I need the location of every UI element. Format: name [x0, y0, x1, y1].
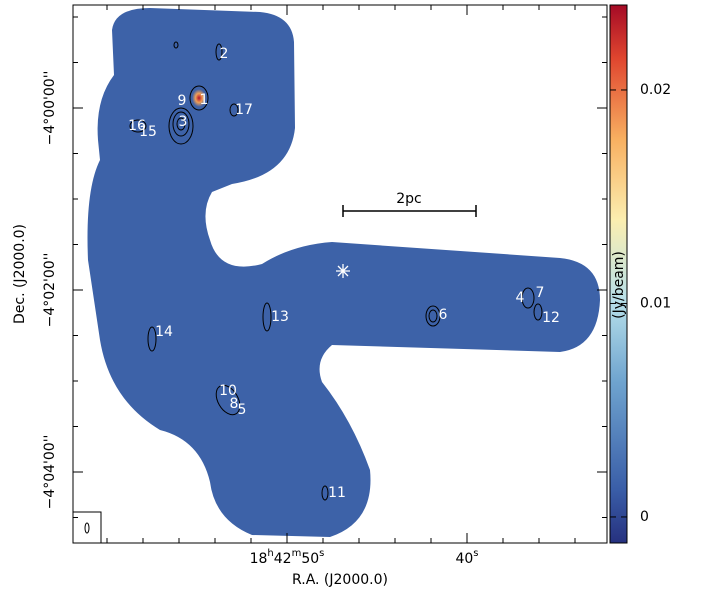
source-label: 6	[439, 307, 448, 323]
source-label: 9	[178, 93, 187, 109]
page: {"chart_data":{"type":"map", "xlabel":"R…	[0, 0, 702, 593]
y-tick-label: −4°00'00''	[42, 71, 58, 146]
x-tick-label-part: 42	[274, 551, 292, 567]
x-tick-label-part: s	[319, 548, 324, 559]
source-label: 2	[220, 46, 229, 62]
beam-box	[73, 512, 101, 543]
source-label: 14	[155, 324, 173, 340]
x-axis-label: R.A. (J2000.0)	[292, 572, 388, 588]
source-label: 11	[328, 485, 346, 501]
source-label: 10	[219, 383, 237, 399]
y-tick-label: −4°02'00''	[42, 253, 58, 328]
source-label: 3	[179, 114, 188, 130]
source-label: 17	[235, 102, 253, 118]
scale-bar-label: 2pc	[396, 191, 422, 207]
figure: 2pc (Jy/beam) R.A. (J2000.0) Dec. (J2000…	[0, 0, 702, 593]
colorbar-label: (Jy/beam)	[611, 251, 627, 319]
colorbar-tick-label: 0.01	[640, 295, 671, 311]
x-tick-label-part: 40	[455, 551, 473, 567]
star-marker	[336, 264, 350, 278]
x-tick-label-part: 50	[301, 551, 319, 567]
source-label: 12	[542, 310, 560, 326]
x-tick-label: 18h42m50s	[250, 548, 325, 567]
x-tick-label-part: m	[292, 548, 302, 559]
x-tick-label-part: 18	[250, 551, 268, 567]
y-tick-label: −4°04'00''	[42, 435, 58, 510]
y-axis-label: Dec. (J2000.0)	[12, 224, 28, 324]
source-label: 7	[536, 285, 545, 301]
source-label: 1	[200, 92, 209, 108]
source-label: 16	[128, 118, 146, 134]
x-tick-label-part: s	[473, 548, 478, 559]
x-tick-label: 40s	[455, 548, 478, 567]
source-label: 5	[238, 402, 247, 418]
source-label: 4	[516, 290, 525, 306]
source-label: 13	[271, 309, 289, 325]
colorbar-tick-label: 0.02	[640, 82, 671, 98]
colorbar-tick-label: 0	[640, 509, 649, 525]
